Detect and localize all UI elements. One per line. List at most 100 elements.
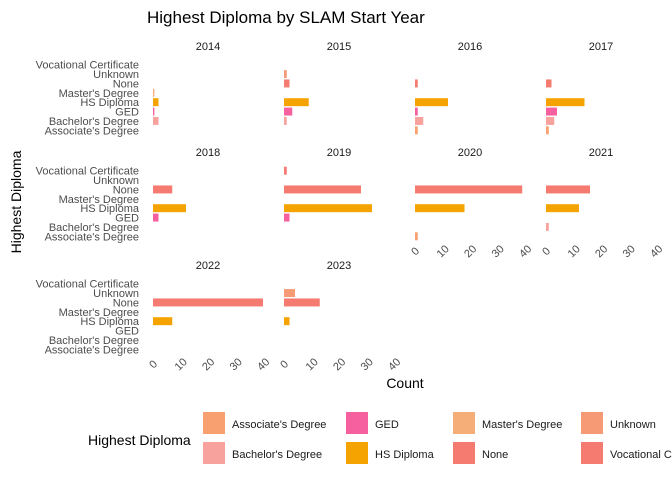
chart-title: Highest Diploma by SLAM Start Year — [147, 8, 425, 27]
bar — [153, 213, 159, 222]
y-tick-label: Unknown — [93, 288, 139, 300]
x-tick-label: 0 — [540, 245, 553, 258]
bar — [284, 204, 372, 213]
x-tick-label: 0 — [147, 358, 160, 371]
x-tick-label: 40 — [255, 356, 272, 373]
legend: Highest Diploma Associate's Degree Bachel… — [88, 412, 672, 464]
x-tick-label: 0 — [278, 358, 291, 371]
bar — [284, 166, 287, 175]
bar — [284, 298, 320, 307]
bar — [284, 213, 290, 222]
legend-key — [581, 442, 603, 464]
bar — [415, 185, 523, 194]
y-tick-label: Master's Degree — [59, 307, 139, 319]
x-tick-label: 30 — [621, 243, 638, 260]
y-tick-label: Master's Degree — [59, 194, 139, 206]
y-tick-label: GED — [115, 326, 139, 338]
bar — [284, 289, 295, 298]
legend-label: None — [482, 449, 508, 461]
y-tick-label: Unknown — [93, 175, 139, 187]
x-tick-label: 10 — [173, 356, 190, 373]
bar — [284, 116, 287, 125]
y-axis-title: Highest Diploma — [8, 150, 24, 253]
bar — [546, 126, 549, 135]
x-tick-label: 40 — [648, 243, 665, 260]
y-tick-label: Bachelor's Degree — [49, 116, 139, 128]
y-tick-label: Unknown — [93, 69, 139, 81]
x-tick-label: 20 — [462, 243, 479, 260]
bar — [153, 298, 263, 307]
x-tick-label: 30 — [228, 356, 245, 373]
legend-label: Associate's Degree — [232, 419, 326, 431]
facet-label: 2017 — [589, 41, 613, 53]
x-axis-title: Count — [386, 375, 423, 391]
bar — [284, 107, 293, 116]
y-tick-label: Associate's Degree — [45, 344, 139, 356]
x-tick-label: 20 — [331, 356, 348, 373]
legend-label: Bachelor's Degree — [232, 449, 322, 461]
bar — [546, 107, 557, 116]
y-tick-label: Master's Degree — [59, 88, 139, 100]
y-tick-label: None — [113, 78, 139, 90]
bar — [284, 79, 290, 88]
bar — [284, 317, 290, 326]
y-tick-label: HS Diploma — [80, 97, 140, 109]
y-tick-label: None — [113, 184, 139, 196]
bar — [546, 222, 549, 231]
facet-label: 2014 — [196, 41, 220, 53]
facet-label: 2023 — [327, 260, 351, 272]
bar — [284, 70, 287, 79]
legend-key — [581, 412, 603, 434]
y-tick-label: Bachelor's Degree — [49, 222, 139, 234]
legend-key — [346, 442, 368, 464]
bar — [415, 232, 418, 241]
bar — [546, 185, 590, 194]
legend-title: Highest Diploma — [88, 432, 191, 448]
bar — [284, 98, 309, 107]
y-tick-label: GED — [115, 213, 139, 225]
facet-panels: Vocational CertificateUnknownNoneMaster'… — [36, 41, 666, 373]
bar — [546, 79, 552, 88]
x-tick-label: 20 — [200, 356, 217, 373]
facet-label: 2020 — [458, 147, 482, 159]
y-tick-label: Associate's Degree — [45, 231, 139, 243]
bar — [153, 185, 173, 194]
y-tick-label: GED — [115, 107, 139, 119]
x-tick-label: 20 — [593, 243, 610, 260]
x-tick-label: 0 — [409, 245, 422, 258]
facet-label: 2021 — [589, 147, 613, 159]
x-tick-label: 40 — [386, 356, 403, 373]
legend-key — [453, 442, 475, 464]
legend-label: Vocational Certificate — [610, 449, 672, 461]
bar — [153, 204, 186, 213]
y-tick-label: None — [113, 297, 139, 309]
legend-label: Unknown — [610, 419, 656, 431]
bar — [546, 116, 555, 125]
bar — [153, 107, 155, 116]
legend-label: GED — [375, 419, 399, 431]
x-tick-label: 30 — [359, 356, 376, 373]
bar — [415, 204, 465, 213]
bar — [415, 107, 418, 116]
bar — [415, 116, 424, 125]
x-tick-label: 10 — [435, 243, 452, 260]
y-tick-label: Bachelor's Degree — [49, 335, 139, 347]
y-tick-label: HS Diploma — [80, 203, 140, 215]
facet-label: 2016 — [458, 41, 482, 53]
y-tick-label: HS Diploma — [80, 316, 140, 328]
bar — [415, 98, 448, 107]
facet-label: 2015 — [327, 41, 351, 53]
bar — [153, 88, 155, 97]
legend-key — [346, 412, 368, 434]
y-tick-label: Vocational Certificate — [36, 279, 139, 291]
bar — [415, 79, 418, 88]
x-tick-label: 30 — [490, 243, 507, 260]
bar — [415, 126, 418, 135]
legend-key — [453, 412, 475, 434]
bar — [546, 204, 579, 213]
y-tick-label: Associate's Degree — [45, 125, 139, 137]
legend-key — [203, 442, 225, 464]
bar — [546, 98, 585, 107]
facet-label: 2019 — [327, 147, 351, 159]
